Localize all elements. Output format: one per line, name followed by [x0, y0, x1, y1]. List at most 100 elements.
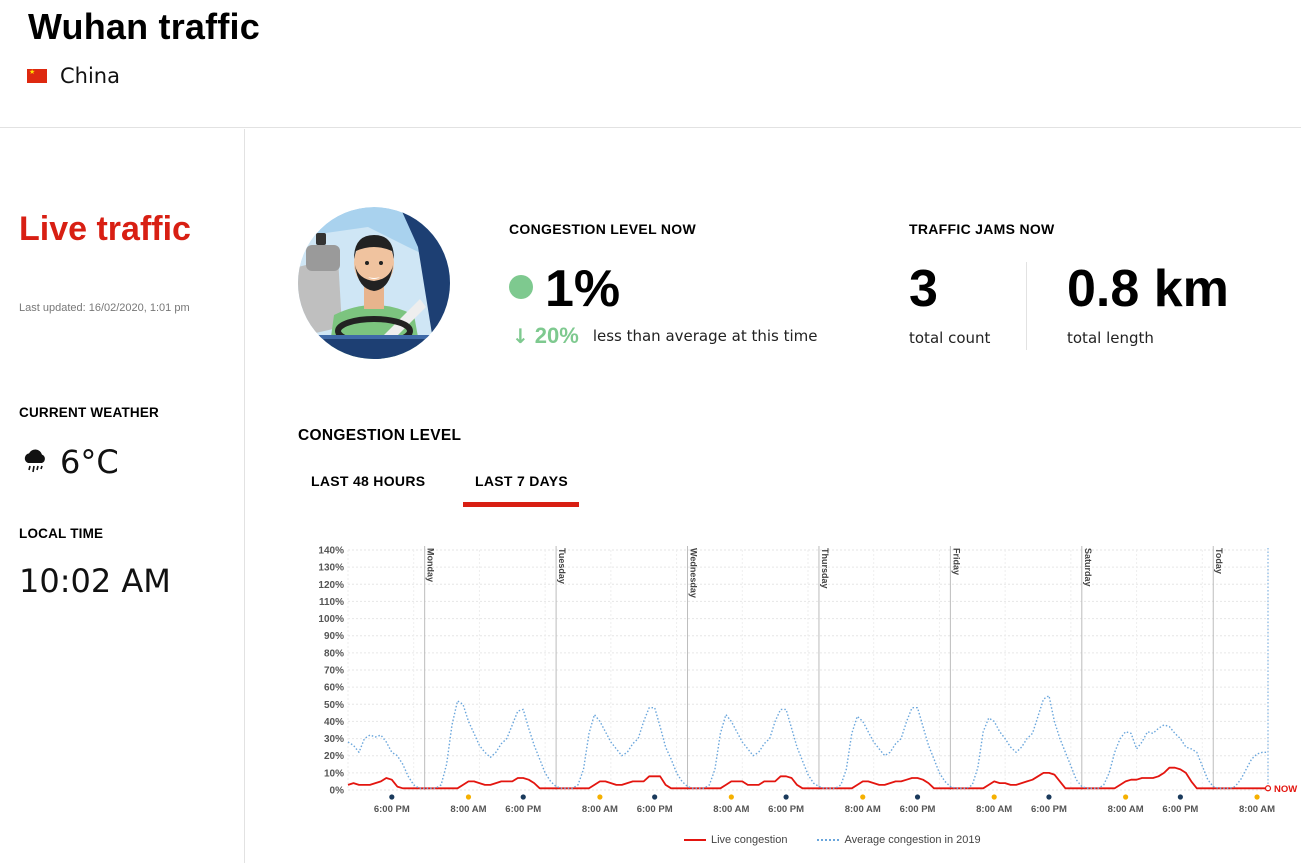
jams-count-value: 3: [909, 260, 938, 318]
y-tick-label: 110%: [319, 597, 344, 608]
time-marker-dot: [1177, 794, 1183, 800]
sidebar: Live traffic Last updated: 16/02/2020, 1…: [0, 129, 245, 863]
chart-grid: [347, 549, 1269, 791]
now-dot: [1264, 785, 1272, 792]
chart-now-marker: NOW: [1264, 548, 1297, 795]
x-tick-label: 8:00 AM: [1239, 804, 1275, 815]
y-tick-label: 100%: [318, 614, 344, 625]
time-marker-dot: [1254, 794, 1260, 800]
y-tick-label: 130%: [318, 563, 344, 574]
time-marker-dot: [860, 794, 866, 800]
current-weather-label: CURRENT WEATHER: [19, 405, 159, 420]
x-tick-label: 8:00 AM: [582, 804, 618, 815]
congestion-now-label: CONGESTION LEVEL NOW: [509, 221, 696, 237]
congestion-now-value: 1%: [545, 260, 621, 318]
traffic-jams-label: TRAFFIC JAMS NOW: [909, 221, 1055, 237]
arrow-down-icon: ↓: [512, 324, 529, 348]
time-marker-dot: [1123, 794, 1129, 800]
chart-day-lines: Monday Tuesday Wednesday Thursday Friday Satu…: [424, 546, 1224, 790]
legend-live: Live congestion: [684, 834, 787, 846]
chart-markers: [389, 794, 1260, 800]
country-name: China: [60, 64, 120, 88]
day-label: Today: [1214, 548, 1224, 574]
page-header: Wuhan traffic China: [0, 0, 1301, 128]
time-marker-dot: [728, 794, 734, 800]
legend-average: Average congestion in 2019: [817, 834, 981, 846]
chart-section-title: CONGESTION LEVEL: [298, 427, 462, 444]
jams-divider: [1026, 262, 1027, 350]
rain-cloud-icon: [24, 449, 45, 473]
y-tick-label: 10%: [324, 768, 344, 779]
tab-last-7-days[interactable]: LAST 7 DAYS: [475, 473, 569, 489]
active-tab-indicator: [463, 502, 579, 507]
x-tick-label: 6:00 PM: [505, 804, 541, 815]
weather-temperature: 6°C: [60, 443, 119, 481]
y-tick-label: 120%: [318, 580, 344, 591]
y-tick-label: 40%: [324, 717, 344, 728]
day-label: Wednesday: [689, 548, 699, 598]
time-marker-dot: [991, 794, 997, 800]
legend-live-swatch: [684, 839, 706, 841]
x-tick-label: 8:00 AM: [713, 804, 749, 815]
live-congestion-line: [347, 766, 1268, 790]
average-congestion-line: [347, 695, 1268, 789]
y-tick-label: 90%: [324, 631, 344, 642]
tab-last-48-hours[interactable]: LAST 48 HOURS: [311, 473, 426, 489]
day-label: Saturday: [1083, 548, 1093, 587]
congestion-delta-percent: 20%: [534, 323, 579, 348]
congestion-chart: 0% 10% 20% 30% 40% 50% 60% 70% 80% 90% 100% 110% 120…: [318, 546, 1297, 816]
day-label: Tuesday: [557, 548, 567, 584]
x-tick-label: 8:00 AM: [450, 804, 486, 815]
congestion-delta-text: less than average at this time: [592, 327, 818, 345]
time-marker-dot: [783, 794, 789, 800]
time-marker-dot: [652, 794, 658, 800]
time-marker-dot: [914, 794, 921, 800]
chart-x-ticks: 6:00 PM 8:00 AM 6:00 PM 8:00 AM 6:00 PM 8:00 …: [374, 804, 1275, 815]
time-marker-dot: [520, 794, 526, 800]
chart-legend: Live congestion Average congestion in 20…: [684, 834, 1011, 846]
congestion-status-dot: [509, 275, 533, 299]
time-marker-dot: [389, 794, 395, 800]
y-tick-label: 60%: [324, 683, 344, 694]
x-tick-label: 6:00 PM: [374, 804, 410, 815]
local-time-value: 10:02 AM: [19, 562, 171, 600]
y-tick-label: 30%: [324, 734, 344, 745]
driver-illustration: [298, 207, 450, 359]
x-tick-label: 6:00 PM: [1031, 804, 1067, 815]
x-tick-label: 8:00 AM: [1108, 804, 1144, 815]
jams-length-value: 0.8 km: [1067, 260, 1229, 318]
day-label: Friday: [951, 548, 961, 575]
time-marker-dot: [465, 794, 472, 800]
y-tick-label: 50%: [324, 700, 344, 711]
y-tick-label: 0%: [330, 786, 345, 797]
country-row: China: [27, 64, 120, 88]
now-label: NOW: [1274, 784, 1297, 795]
legend-live-label: Live congestion: [711, 834, 788, 846]
page-title: Wuhan traffic: [28, 6, 260, 47]
jams-count-caption: total count: [909, 329, 991, 347]
chart-series: [347, 695, 1268, 790]
congestion-delta: ↓ 20% less than average at this time: [512, 323, 818, 349]
x-tick-label: 6:00 PM: [1162, 804, 1198, 815]
jams-length-caption: total length: [1067, 329, 1154, 347]
local-time-label: LOCAL TIME: [19, 526, 104, 541]
china-flag-icon: [27, 67, 47, 83]
x-tick-label: 6:00 PM: [768, 804, 804, 815]
y-tick-label: 140%: [318, 546, 344, 557]
x-tick-label: 8:00 AM: [976, 804, 1012, 815]
weather-row: 6°C: [22, 443, 119, 481]
legend-average-swatch: [817, 839, 840, 841]
x-tick-label: 6:00 PM: [637, 804, 673, 815]
x-tick-label: 6:00 PM: [900, 804, 936, 815]
live-traffic-title: Live traffic: [19, 210, 191, 248]
day-label: Monday: [426, 548, 436, 582]
x-tick-label: 8:00 AM: [845, 804, 881, 815]
day-label: Thursday: [820, 548, 830, 589]
chart-y-ticks: 0% 10% 20% 30% 40% 50% 60% 70% 80% 90% 100% 110% 120…: [318, 546, 344, 797]
y-tick-label: 80%: [324, 648, 344, 659]
y-tick-label: 20%: [324, 751, 344, 762]
time-marker-dot: [1046, 794, 1052, 800]
legend-average-label: Average congestion in 2019: [844, 834, 981, 846]
y-tick-label: 70%: [324, 666, 344, 677]
last-updated: Last updated: 16/02/2020, 1:01 pm: [19, 302, 190, 314]
